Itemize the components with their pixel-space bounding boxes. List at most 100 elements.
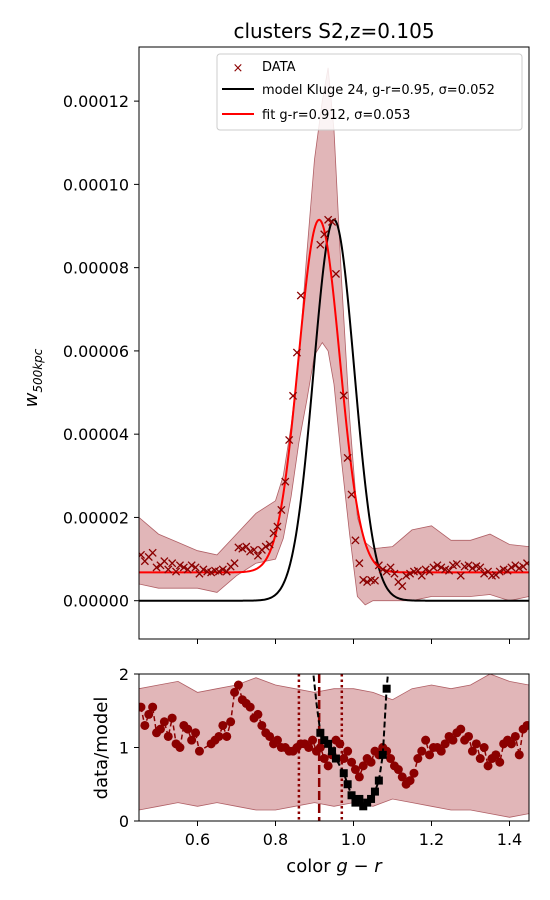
ratio-circle-point: [347, 757, 357, 767]
data-point-stroke: [253, 551, 263, 560]
ratio-circle-point: [514, 750, 524, 760]
ratio-circle-point: [491, 750, 501, 760]
data-point-stroke: [370, 576, 380, 585]
ratio-circle-point: [265, 731, 275, 741]
data-point-stroke: [398, 582, 407, 591]
data-point-stroke: [265, 540, 274, 549]
data-point-marker: [242, 542, 251, 551]
data-point-stroke: [210, 566, 220, 575]
data-point-marker: [179, 563, 188, 572]
bottom-uncertainty-band: [139, 674, 529, 818]
top-y-tick-label: 0.00004: [63, 425, 129, 444]
ratio-circle-point: [479, 743, 489, 752]
ratio-circle-point: [436, 746, 446, 756]
chart-title: clusters S2,z=0.105: [233, 19, 434, 43]
data-point-marker: [402, 571, 411, 580]
data-point-stroke: [421, 565, 430, 574]
data-point-marker: [296, 291, 305, 300]
bottom-x-tick-label: 0.6: [185, 830, 210, 849]
data-point-marker: [511, 561, 520, 570]
data-point-marker: [171, 567, 181, 576]
data-point-marker: [433, 561, 442, 570]
data-point-stroke: [160, 557, 169, 566]
data-point-marker: [390, 569, 399, 578]
data-point-marker: [452, 560, 461, 569]
data-point-stroke: [464, 561, 473, 570]
bottom-plot-area: [139, 674, 529, 821]
ratio-circle-point: [222, 731, 232, 741]
data-point-stroke: [288, 391, 298, 400]
data-point-stroke: [214, 567, 224, 576]
top-y-tick-label: 0.00010: [63, 175, 129, 194]
data-point-stroke: [327, 217, 337, 226]
ratio-circle-point: [425, 750, 435, 760]
ratio-circle-point: [366, 757, 376, 767]
data-point-marker: [265, 540, 274, 549]
ratio-circle-point: [405, 776, 415, 786]
data-point-stroke: [378, 565, 387, 574]
ratio-circle-point: [456, 724, 466, 734]
data-point-stroke: [249, 545, 259, 554]
data-point-stroke: [164, 565, 173, 574]
data-point-marker: [164, 565, 173, 574]
data-point-stroke: [199, 565, 208, 574]
data-point-stroke: [417, 571, 426, 580]
legend-item-fit: fit g-r=0.912, σ=0.053: [222, 108, 410, 123]
data-point-stroke: [316, 240, 325, 249]
bottom-x-tick-label: 1.0: [341, 830, 366, 849]
data-point-stroke: [394, 577, 403, 587]
data-point-stroke: [191, 563, 200, 572]
data-point-marker: [507, 563, 516, 572]
ratio-square-point: [355, 794, 364, 803]
data-point-stroke: [152, 563, 161, 572]
bottom-x-axis: 0.6 0.8 1.0 1.2 1.4: [185, 821, 522, 849]
ratio-circle-point: [510, 731, 520, 741]
data-point-stroke: [320, 230, 329, 239]
data-point-stroke: [261, 542, 270, 551]
data-point-stroke: [175, 561, 185, 570]
data-point-marker: [480, 569, 489, 578]
ratio-square-point: [316, 728, 325, 737]
bottom-panel: 0 1 2 0.6 0.8 1.0 1.2 1.4 data/model color g −…: [91, 665, 530, 877]
legend-item-data: × DATA: [233, 60, 296, 76]
data-point-stroke: [366, 575, 376, 584]
ratio-circle-point: [343, 746, 353, 756]
data-point-stroke: [437, 563, 446, 572]
data-point-stroke: [507, 563, 516, 572]
data-point-marker: [343, 453, 352, 462]
data-point-stroke: [363, 577, 372, 587]
data-point-marker: [476, 563, 485, 572]
data-point-stroke: [296, 291, 305, 300]
data-point-stroke: [347, 490, 356, 499]
data-point-marker: [363, 577, 372, 587]
data-point-marker: [370, 576, 380, 585]
legend-box: [216, 53, 523, 131]
data-point-marker: [398, 582, 407, 591]
top-y-tick-label: 0.00012: [63, 92, 129, 111]
data-point-marker: [273, 522, 282, 531]
data-point-stroke: [444, 566, 454, 575]
ratio-circle-point: [335, 739, 345, 749]
ratio-circle-point: [230, 687, 240, 697]
ratio-square-point: [324, 739, 333, 748]
data-point-stroke: [242, 542, 251, 551]
ratio-circle-point: [155, 724, 165, 734]
top-uncertainty-band: [139, 67, 529, 606]
data-point-stroke: [433, 561, 442, 570]
data-point-marker: [261, 542, 270, 551]
data-point-marker: [277, 505, 286, 515]
data-point-stroke: [374, 561, 383, 570]
ratio-square-point: [339, 769, 348, 778]
bottom-y-axis: 0 1 2: [119, 665, 139, 831]
ratio-circle-point: [315, 743, 325, 752]
ratio-square-point: [343, 780, 352, 789]
data-point-marker: [238, 544, 247, 553]
top-y-tick-label: 0.00000: [63, 592, 129, 611]
ratio-circle-point: [148, 702, 158, 712]
data-point-stroke: [222, 567, 231, 576]
ratio-circle-point: [140, 720, 150, 730]
ratio-circle-point: [272, 735, 282, 745]
top-y-tick-label: 0.00006: [63, 342, 129, 361]
data-point-stroke: [452, 560, 461, 569]
ratio-circle-point: [194, 746, 204, 756]
